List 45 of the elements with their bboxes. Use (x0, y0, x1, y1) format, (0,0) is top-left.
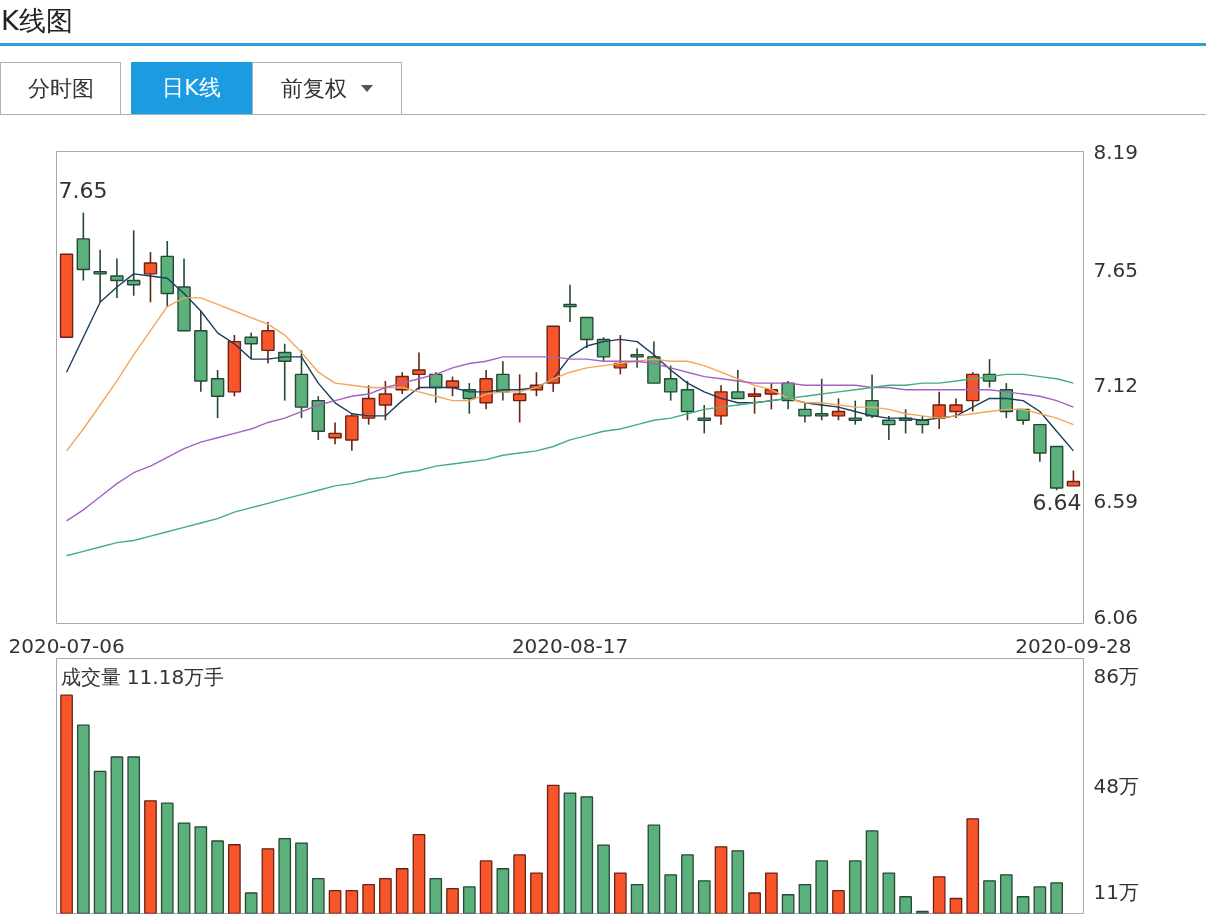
text: 分时图 (0, 62, 121, 114)
candlestick (210, 369, 225, 419)
candlestick (261, 321, 275, 365)
y-tick-label: 86万 (1093, 663, 1139, 688)
text: 前复权 (252, 62, 402, 114)
candlestick (949, 397, 963, 419)
y-tick-label: 7.65 (1093, 257, 1139, 282)
candlestick (328, 421, 342, 446)
y-tick-label: 8.19 (1093, 139, 1139, 164)
candlestick (630, 347, 644, 369)
candlestick (848, 399, 863, 426)
y-tick-label: 6.59 (1093, 489, 1139, 514)
x-tick-label: 2020-09-28 (1015, 633, 1132, 658)
y-tick-label: 7.12 (1093, 373, 1139, 398)
candlestick (512, 373, 527, 424)
candlestick (663, 364, 678, 402)
chart-title: 成交量 11.18万手 (60, 664, 225, 689)
x-tick-label: 2020-08-17 (511, 633, 629, 658)
y-tick-label: 11万 (1093, 880, 1139, 905)
candlestick (680, 380, 695, 422)
candlestick (378, 380, 393, 422)
candlestick (445, 375, 460, 398)
candlestick (731, 369, 745, 400)
x-tick-label: 2020-07-06 (8, 633, 125, 658)
text: 日K线 (131, 62, 252, 114)
candlestick (580, 316, 594, 349)
candlestick (143, 251, 158, 304)
candlestick (798, 402, 812, 424)
candlestick (412, 351, 426, 391)
candlestick (697, 404, 711, 435)
candlestick (882, 415, 896, 441)
candlestick (110, 257, 124, 299)
candlestick (747, 386, 762, 415)
y-tick-label: 6.06 (1093, 604, 1139, 629)
candlestick (596, 336, 611, 363)
text: K线图 (0, 0, 1206, 46)
annotation: 6.64 (1032, 490, 1082, 516)
candlestick (563, 284, 577, 323)
annotation: 7.65 (58, 177, 108, 203)
y-tick-label: 48万 (1093, 773, 1139, 798)
candlestick (932, 391, 946, 430)
candlestick (93, 249, 107, 304)
candlestick (831, 397, 846, 422)
candlestick (244, 332, 258, 360)
candlestick (814, 377, 829, 422)
